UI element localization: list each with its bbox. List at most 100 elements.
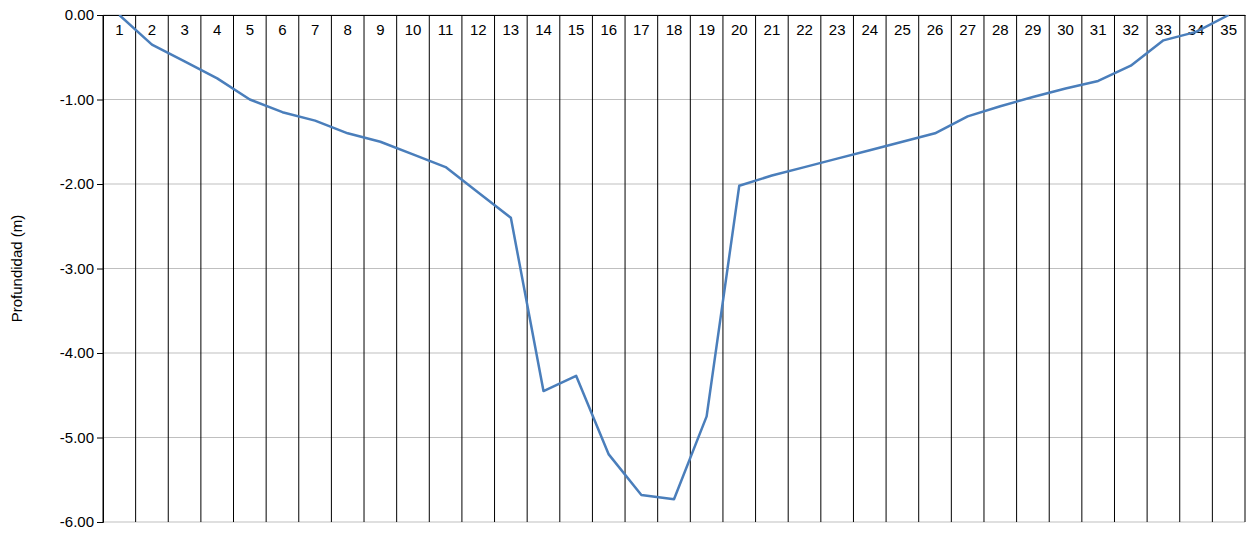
grid-line (103, 268, 1245, 269)
x-tick-label: 23 (829, 21, 846, 38)
column-divider (951, 15, 952, 522)
column-divider (331, 15, 332, 522)
y-tick: -2.00 (60, 175, 103, 192)
x-tick-label: 30 (1057, 21, 1074, 38)
x-tick: 29 (1025, 21, 1042, 38)
x-tick-label: 29 (1025, 21, 1042, 38)
column-divider (690, 15, 691, 522)
x-tick: 17 (633, 21, 650, 38)
column-divider (657, 15, 658, 522)
x-tick: 9 (376, 21, 384, 38)
column-divider (983, 15, 984, 522)
grid-line (103, 522, 1245, 523)
y-tick-mark (97, 438, 103, 439)
column-divider (755, 15, 756, 522)
column-divider (788, 15, 789, 522)
column-divider (853, 15, 854, 522)
y-axis: 0.00 -1.00 -2.00 -3.00 -4.00 -5.00 -6.00 (60, 6, 104, 530)
y-tick: -6.00 (60, 513, 103, 530)
x-tick-label: 3 (180, 21, 188, 38)
column-divider (168, 15, 169, 522)
column-divider (527, 15, 528, 522)
y-tick-label: -3.00 (60, 260, 94, 277)
grid-line (103, 184, 1245, 185)
x-axis-line (104, 15, 1246, 16)
y-tick-label: -1.00 (60, 91, 94, 108)
column-dividers (103, 15, 1245, 522)
x-tick: 6 (278, 21, 286, 38)
x-tick: 31 (1090, 21, 1107, 38)
x-tick-label: 32 (1122, 21, 1139, 38)
x-tick-label: 27 (959, 21, 976, 38)
column-divider (1049, 15, 1050, 522)
x-tick-label: 33 (1155, 21, 1172, 38)
x-tick-label: 25 (894, 21, 911, 38)
y-tick: 0.00 (65, 6, 103, 23)
x-tick-label: 19 (698, 21, 715, 38)
x-tick: 32 (1122, 21, 1139, 38)
column-divider (266, 15, 267, 522)
column-divider (461, 15, 462, 522)
x-tick: 24 (861, 21, 878, 38)
depth-line (119, 15, 1228, 499)
column-divider (918, 15, 919, 522)
column-divider (1147, 15, 1148, 522)
chart: 0.00-1.00-2.00-3.00-4.00-5.00-6.00123456… (0, 0, 1248, 538)
x-tick-label: 10 (405, 21, 422, 38)
x-tick: 8 (344, 21, 352, 38)
x-tick-label: 14 (535, 21, 552, 38)
y-tick-mark (97, 100, 103, 101)
x-tick-label: 28 (992, 21, 1009, 38)
x-tick-label: 18 (666, 21, 683, 38)
grid-line (103, 99, 1245, 100)
x-tick-label: 9 (376, 21, 384, 38)
x-tick-label: 4 (213, 21, 221, 38)
column-divider (1016, 15, 1017, 522)
x-tick: 33 (1155, 21, 1172, 38)
column-divider (559, 15, 560, 522)
x-tick-label: 8 (344, 21, 352, 38)
y-tick: -4.00 (60, 344, 103, 361)
y-tick-mark (97, 184, 103, 185)
x-tick-label: 21 (764, 21, 781, 38)
x-tick: 22 (796, 21, 813, 38)
y-tick-label: -4.00 (60, 344, 94, 361)
x-tick: 25 (894, 21, 911, 38)
column-divider (886, 15, 887, 522)
column-divider (722, 15, 723, 522)
y-tick-mark (97, 15, 103, 16)
x-tick: 3 (180, 21, 188, 38)
x-tick: 28 (992, 21, 1009, 38)
column-divider (429, 15, 430, 522)
y-tick: -1.00 (60, 91, 103, 108)
y-tick: -5.00 (60, 429, 103, 446)
x-tick: 11 (438, 21, 454, 38)
x-tick: 30 (1057, 21, 1074, 38)
column-divider (1114, 15, 1115, 522)
x-axis: 1234567891011121314151617181920212223242… (104, 16, 1246, 38)
grid-line (103, 353, 1245, 354)
x-tick-label: 1 (115, 21, 123, 38)
y-tick-label: -2.00 (60, 175, 94, 192)
x-tick: 23 (829, 21, 846, 38)
x-tick: 27 (959, 21, 976, 38)
x-tick: 10 (405, 21, 422, 38)
column-divider (1081, 15, 1082, 522)
x-tick-label: 13 (503, 21, 520, 38)
x-tick-label: 24 (861, 21, 878, 38)
x-tick: 13 (503, 21, 520, 38)
column-divider (592, 15, 593, 522)
x-tick: 7 (311, 21, 319, 38)
column-divider (200, 15, 201, 522)
x-tick: 35 (1220, 21, 1237, 38)
column-divider (1212, 15, 1213, 522)
x-tick: 4 (213, 21, 221, 38)
column-divider (1245, 15, 1246, 522)
column-divider (1179, 15, 1180, 522)
x-tick: 20 (731, 21, 748, 38)
x-tick: 2 (148, 21, 156, 38)
x-tick-label: 12 (470, 21, 487, 38)
column-divider (135, 15, 136, 522)
column-divider (625, 15, 626, 522)
plot: 0.00-1.00-2.00-3.00-4.00-5.00-6.00123456… (60, 6, 1246, 530)
